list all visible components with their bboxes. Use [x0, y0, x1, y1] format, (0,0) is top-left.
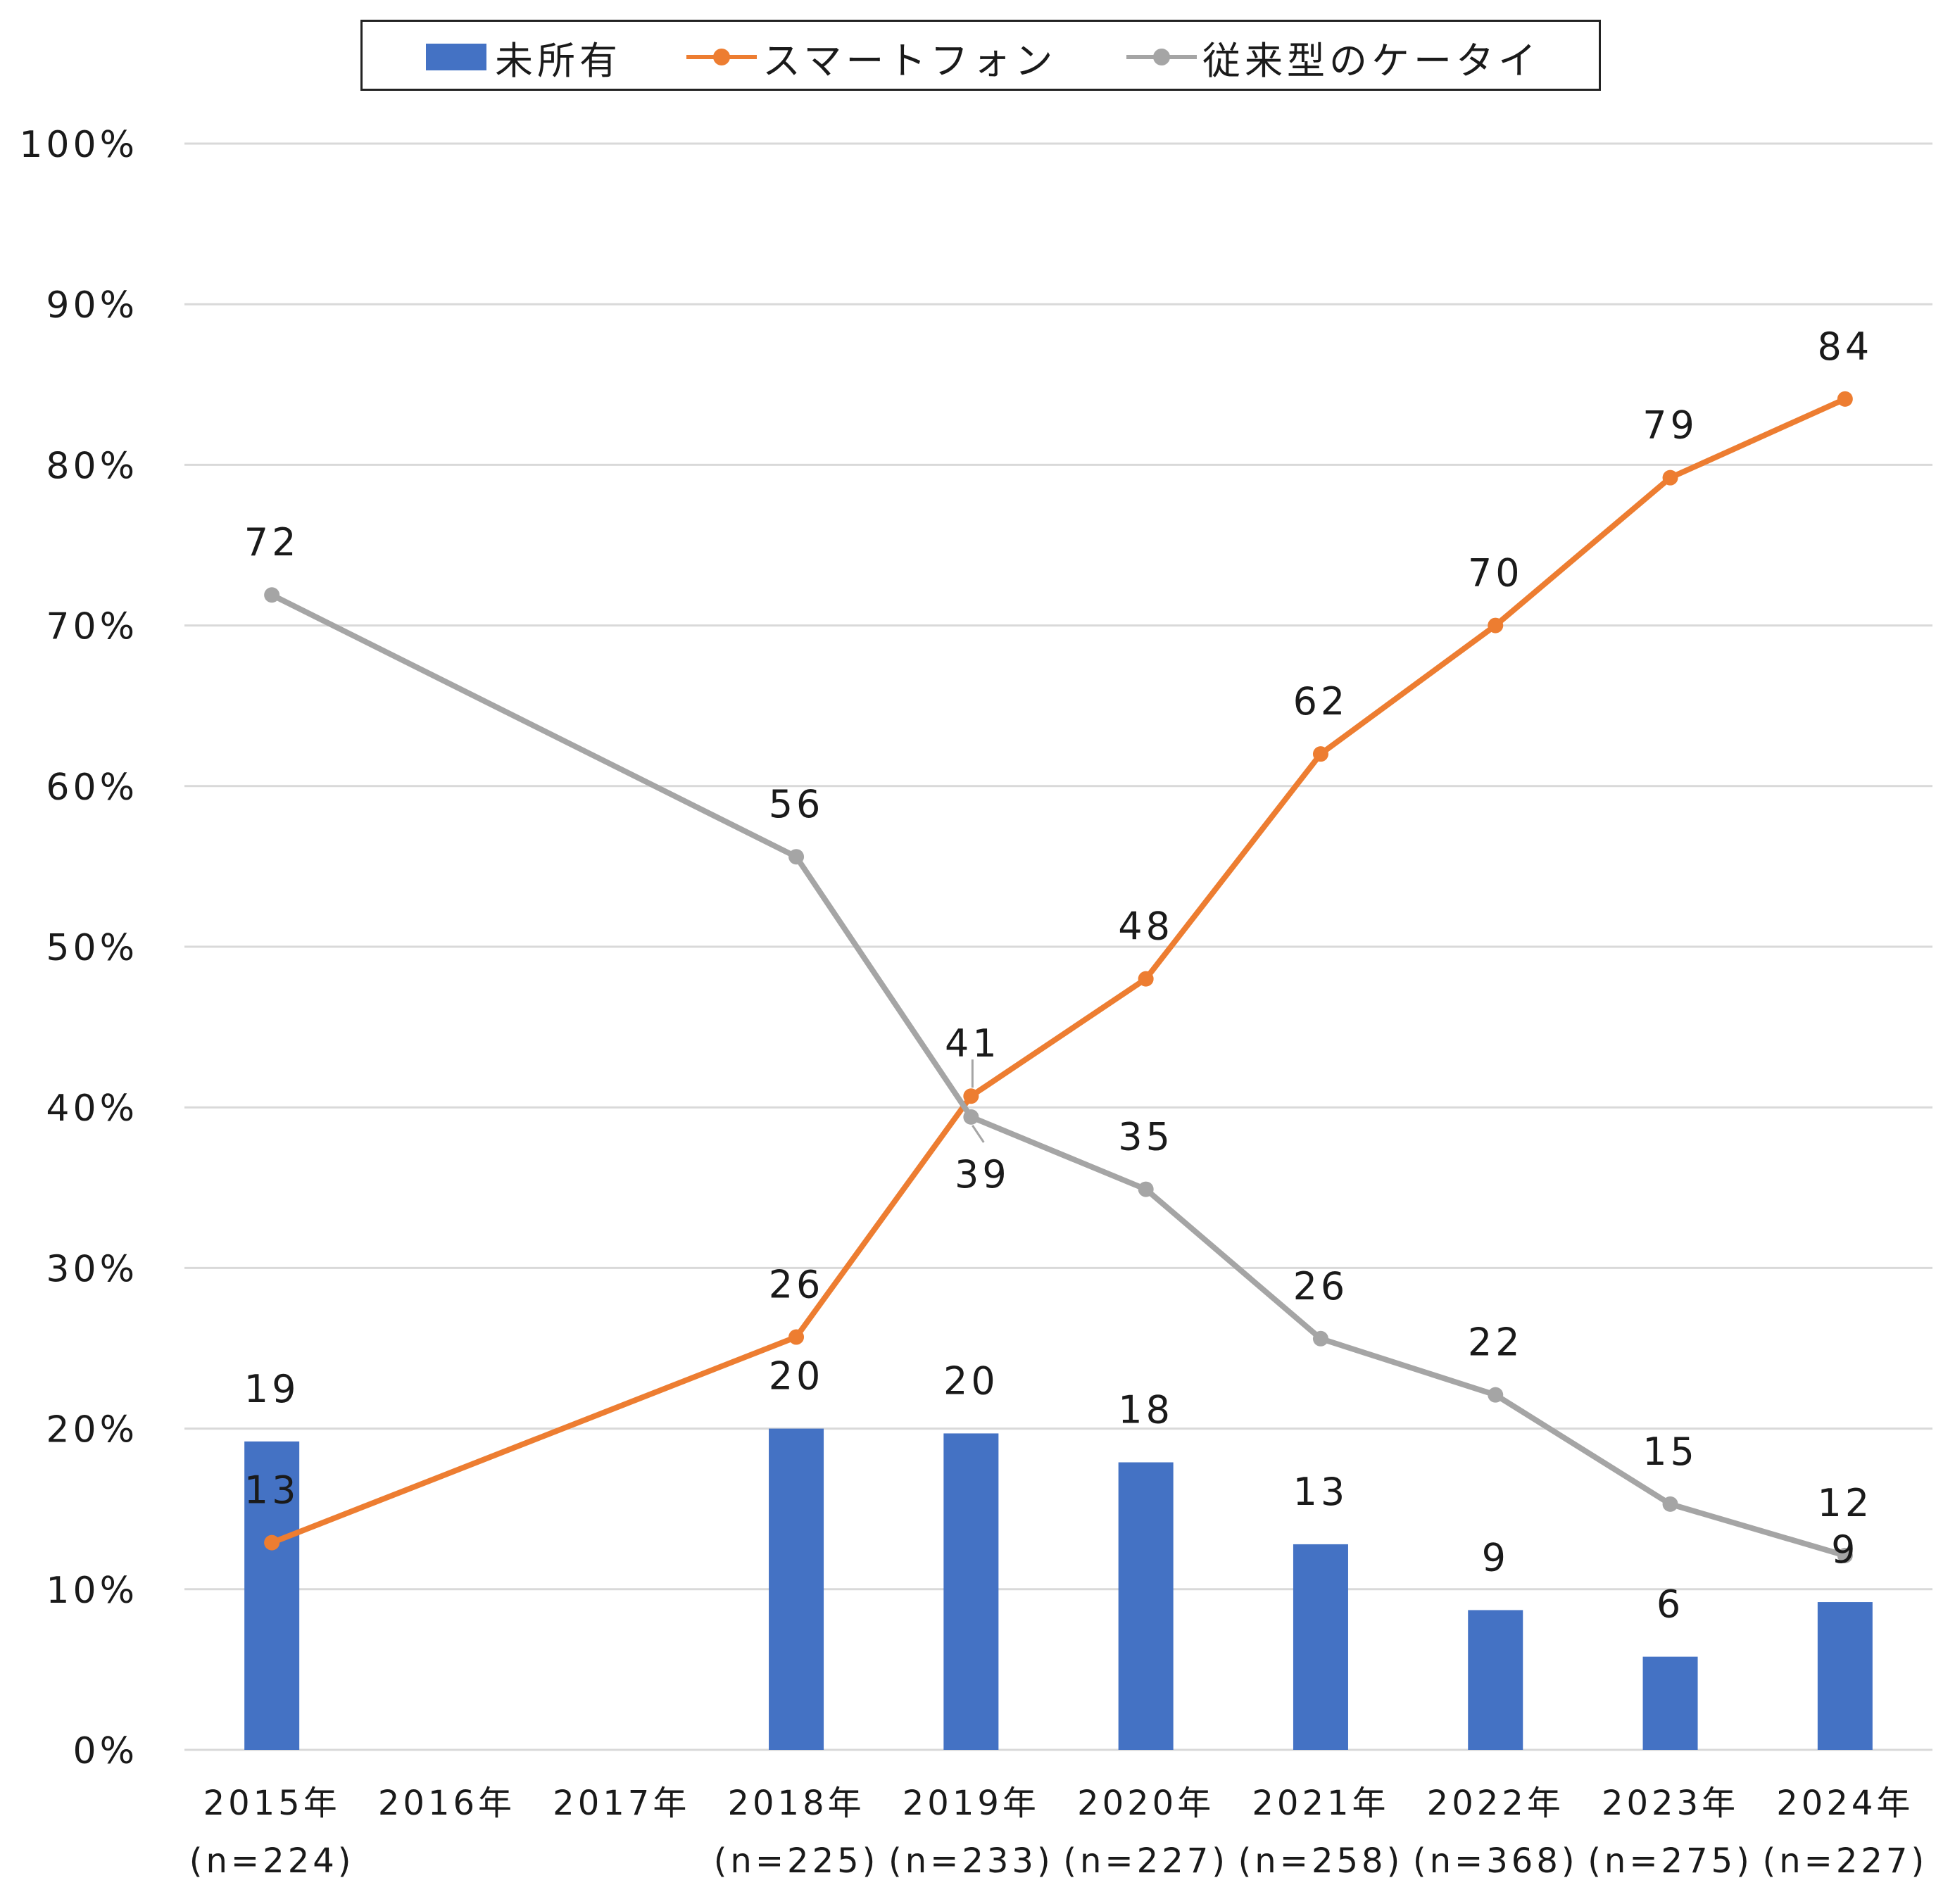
y-tick-label: 100% — [19, 124, 138, 166]
x-tick-sublabel: (n=227) — [1762, 1841, 1928, 1881]
data-label: 70 — [1468, 551, 1523, 595]
legend-swatch-gray-line — [1126, 44, 1197, 70]
data-label: 56 — [769, 782, 824, 826]
x-tick-label: 2020年 — [1077, 1784, 1214, 1823]
line-marker — [1488, 617, 1504, 633]
x-tick-sublabel: (n=224) — [189, 1841, 355, 1881]
y-tick-label: 10% — [46, 1570, 138, 1612]
line-marker — [1312, 1330, 1328, 1347]
data-label: 9 — [1482, 1535, 1509, 1580]
line-marker — [264, 587, 280, 603]
feature-phone-line — [270, 592, 1846, 1558]
data-label: 6 — [1657, 1582, 1684, 1627]
y-tick-label: 40% — [46, 1087, 138, 1130]
legend-item-smartphone: スマートフォン — [686, 37, 1057, 83]
line-marker — [1662, 1496, 1678, 1512]
data-label: 72 — [244, 520, 300, 565]
data-label: 48 — [1118, 904, 1174, 949]
line-marker — [1662, 469, 1678, 486]
data-label: 15 — [1642, 1430, 1698, 1474]
x-tick-sublabel: (n=225) — [714, 1841, 879, 1881]
x-tick-sublabel: (n=233) — [888, 1841, 1054, 1881]
data-label: 41 — [945, 1021, 1000, 1066]
legend: 未所有 スマートフォン 従来型のケータイ — [360, 20, 1601, 91]
bar-series-unowned — [244, 1428, 1873, 1750]
line-marker — [788, 1329, 805, 1345]
line-marker — [264, 1534, 280, 1551]
line-marker — [1488, 1387, 1504, 1403]
x-tick-sublabel: (n=258) — [1238, 1841, 1404, 1881]
y-axis: 0% 10% 20% 30% 40% 50% 60% 70% 80% 90% 100% — [19, 124, 139, 1772]
bar — [769, 1428, 824, 1750]
data-label: 26 — [769, 1263, 824, 1307]
leader-line — [972, 1125, 985, 1143]
data-label: 13 — [1293, 1470, 1349, 1514]
x-tick-label: 2016年 — [378, 1784, 515, 1823]
line-marker — [1138, 1181, 1154, 1197]
bar — [1118, 1462, 1174, 1750]
line-series — [264, 391, 1853, 1563]
x-tick-label: 2021年 — [1252, 1784, 1389, 1823]
x-tick-label: 2024年 — [1776, 1784, 1913, 1823]
x-tick-label: 2019年 — [903, 1784, 1040, 1823]
bar — [1642, 1656, 1698, 1750]
data-label: 12 — [1817, 1481, 1873, 1525]
line-marker — [963, 1109, 979, 1125]
line-marker — [788, 849, 805, 865]
line-marker — [1138, 971, 1154, 987]
data-label: 39 — [955, 1152, 1010, 1197]
x-tick-label: 2023年 — [1602, 1784, 1739, 1823]
data-label: 79 — [1642, 403, 1698, 448]
bar — [244, 1441, 300, 1750]
x-tick-sublabel: (n=275) — [1588, 1841, 1753, 1881]
data-label: 13 — [244, 1468, 300, 1513]
x-tick-sublabel: (n=227) — [1063, 1841, 1228, 1881]
legend-swatch-orange-line — [686, 44, 757, 70]
x-tick-label: 2022年 — [1427, 1784, 1564, 1823]
data-label: 9 — [1831, 1527, 1859, 1572]
bar — [943, 1433, 999, 1750]
line-marker — [1837, 391, 1853, 407]
legend-label-smartphone: スマートフォン — [762, 38, 1057, 83]
y-tick-label: 20% — [46, 1409, 138, 1451]
y-tick-label: 0% — [73, 1730, 139, 1772]
gridlines — [184, 142, 1932, 1751]
data-label: 20 — [943, 1358, 999, 1403]
bar — [1293, 1544, 1348, 1750]
bar — [1468, 1610, 1523, 1750]
y-tick-label: 30% — [46, 1248, 138, 1290]
x-tick-label: 2017年 — [553, 1784, 690, 1823]
line-marker — [1312, 746, 1328, 762]
data-label: 84 — [1817, 324, 1873, 369]
x-tick-label: 2018年 — [727, 1784, 865, 1823]
x-axis: 2015年 (n=224) 2016年 2017年 2018年 (n=225) 2019年 (… — [189, 1784, 1928, 1881]
data-label: 22 — [1468, 1320, 1523, 1365]
smartphone-line — [270, 396, 1847, 1546]
legend-item-unowned: 未所有 — [426, 37, 622, 83]
data-label: 20 — [769, 1354, 824, 1399]
legend-label-feature-phone: 従来型のケータイ — [1202, 38, 1540, 83]
data-labels: 19 20 20 18 13 9 6 9 13 26 41 48 62 70 79 84 72 56 39 35 26 2… — [244, 324, 1873, 1627]
data-label: 18 — [1118, 1388, 1174, 1432]
y-tick-label: 50% — [46, 927, 138, 969]
legend-label-unowned: 未所有 — [495, 38, 622, 83]
y-tick-label: 80% — [46, 445, 138, 487]
line-marker — [963, 1088, 979, 1104]
data-label: 35 — [1118, 1115, 1174, 1159]
data-label: 62 — [1293, 679, 1349, 724]
x-tick-label: 2015年 — [203, 1784, 341, 1823]
data-label: 19 — [244, 1367, 300, 1411]
line-marker — [1837, 1547, 1853, 1563]
y-tick-label: 70% — [46, 606, 138, 648]
legend-swatch-bar — [426, 44, 486, 70]
y-tick-label: 60% — [46, 767, 138, 809]
legend-item-feature-phone: 従来型のケータイ — [1126, 37, 1540, 83]
data-label: 26 — [1293, 1264, 1349, 1309]
bar — [1817, 1602, 1873, 1750]
y-tick-label: 90% — [46, 284, 138, 327]
x-tick-sublabel: (n=368) — [1413, 1841, 1578, 1881]
